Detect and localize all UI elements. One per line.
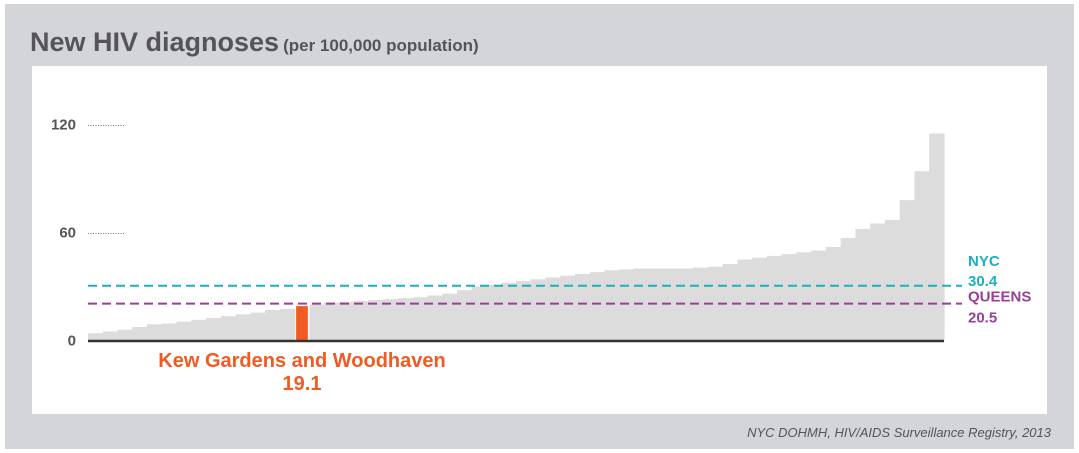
bar: [604, 270, 620, 341]
chart-title-units: (per 100,000 population): [283, 36, 479, 55]
bar: [442, 293, 458, 341]
bar: [235, 314, 251, 341]
bar: [397, 298, 414, 341]
bar: [722, 264, 738, 341]
bar: [176, 321, 192, 341]
ref-label-nyc: NYC: [968, 253, 1000, 270]
bar: [456, 290, 473, 341]
bar: [737, 259, 753, 341]
bar: [796, 252, 812, 341]
bar: [752, 257, 768, 341]
bar: [619, 269, 635, 341]
bar: [589, 272, 606, 341]
bar: [530, 279, 547, 341]
bar: [501, 282, 517, 341]
bar: [486, 284, 502, 341]
bar: [383, 299, 399, 341]
bar: [324, 302, 340, 341]
y-tick-label: 60: [59, 225, 76, 242]
bar: [191, 319, 207, 341]
bar: [88, 333, 104, 341]
ref-value-queens: 20.5: [968, 310, 997, 327]
bar: [766, 255, 783, 341]
bar: [117, 329, 133, 341]
chart-title: New HIV diagnoses (per 100,000 population…: [30, 22, 479, 59]
bar: [353, 300, 370, 341]
bar: [412, 297, 429, 341]
ref-label-queens: QUEENS: [968, 289, 1031, 306]
bar: [206, 318, 222, 341]
ref-value-nyc: 30.4: [968, 273, 998, 290]
bar: [102, 331, 119, 341]
bar: [279, 309, 296, 341]
bar: [825, 246, 842, 341]
bar: [884, 219, 901, 341]
bar: [250, 312, 266, 341]
bar: [309, 304, 325, 341]
bar: [914, 171, 930, 341]
bar-highlight: [296, 306, 308, 341]
source-note: NYC DOHMH, HIV/AIDS Surveillance Registr…: [747, 425, 1051, 440]
y-axis: 0 60 120: [51, 117, 124, 350]
y-tick-label: 0: [68, 333, 76, 350]
bar: [840, 237, 857, 341]
bar: [811, 250, 827, 341]
bar-series: [88, 133, 945, 343]
bar: [516, 281, 532, 341]
bar: [147, 324, 163, 341]
bar: [575, 273, 591, 341]
bar: [560, 275, 576, 341]
bar: [132, 327, 148, 341]
bar: [427, 295, 443, 341]
bar: [545, 277, 561, 341]
highlight-label: Kew Gardens and Woodhaven: [158, 350, 445, 372]
chart-title-main: New HIV diagnoses: [30, 27, 280, 57]
bar: [781, 254, 798, 341]
bar: [338, 301, 355, 341]
y-tick-label: 120: [51, 117, 76, 134]
bar: [929, 133, 945, 341]
bar: [471, 286, 488, 341]
bar: [161, 323, 178, 341]
bar: [220, 316, 237, 341]
bar: [855, 228, 871, 341]
bar: [265, 309, 281, 341]
bar: [368, 300, 384, 341]
highlight-value: 19.1: [283, 373, 322, 395]
bar: [870, 223, 886, 341]
bar: [899, 200, 916, 341]
